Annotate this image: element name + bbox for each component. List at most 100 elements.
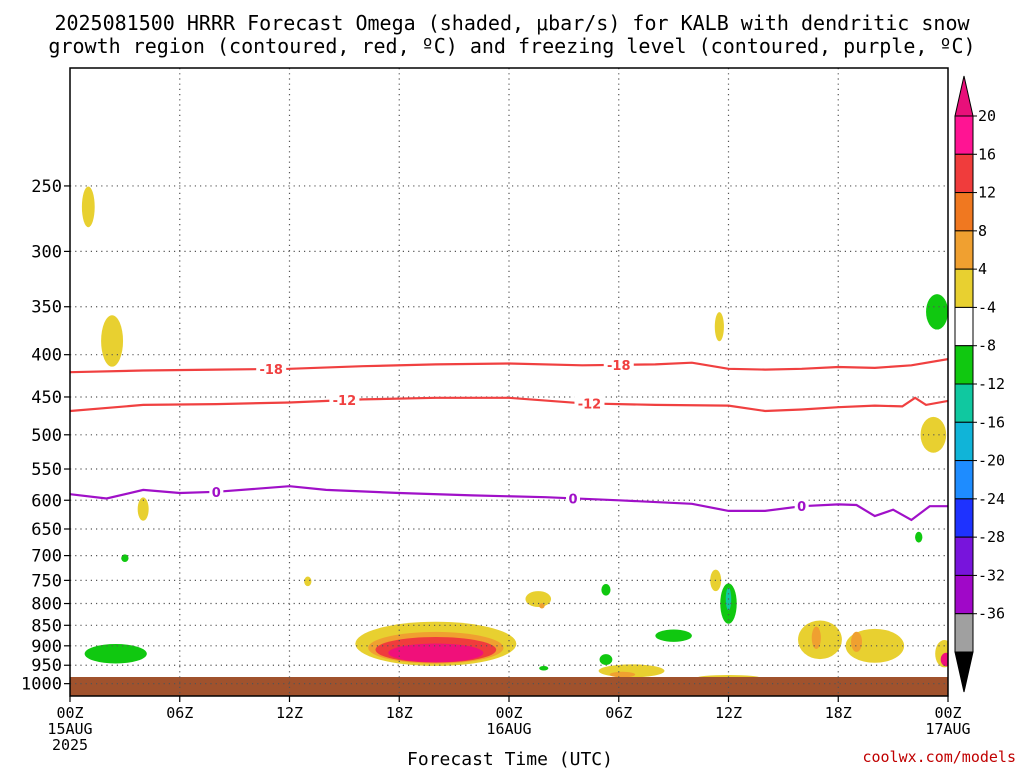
x-tick-date-label: 15AUG	[47, 720, 92, 738]
colorbar-segment	[954, 574, 974, 615]
y-tick-label: 850	[31, 616, 62, 636]
x-tick-year-label: 2025	[52, 736, 88, 754]
colorbar-segment	[954, 498, 974, 538]
colorbar-segment	[954, 153, 974, 194]
y-tick-label: 550	[31, 460, 62, 480]
contour-label: 0	[212, 486, 221, 501]
colorbar-label: 4	[978, 260, 987, 278]
omega-region	[655, 629, 692, 642]
x-tick-label: 06Z	[166, 704, 193, 722]
omega-region	[539, 603, 545, 609]
x-tick-label: 00Z	[495, 704, 522, 722]
omega-region	[388, 643, 484, 663]
colorbar-segment	[954, 306, 974, 347]
omega-region	[101, 315, 124, 367]
contour-label: -12	[333, 394, 357, 409]
colorbar-segment	[954, 115, 974, 155]
contour-label: 0	[568, 492, 577, 507]
x-axis-label: Forecast Time (UTC)	[407, 749, 613, 768]
y-tick-label: 350	[31, 298, 62, 318]
contour-line	[70, 485, 948, 522]
omega-region	[525, 591, 552, 607]
y-tick-label: 900	[31, 637, 62, 657]
x-tick-label: 18Z	[386, 704, 413, 722]
contour-label-bg	[603, 356, 634, 373]
x-tick-label: 00Z	[934, 704, 961, 722]
omega-region	[81, 186, 95, 228]
colorbar-segment	[954, 268, 974, 308]
contour-label-bg	[794, 498, 809, 515]
colorbar-segment	[954, 383, 974, 423]
x-tick-label: 06Z	[605, 704, 632, 722]
colorbar-label: -24	[978, 490, 1005, 508]
grid	[70, 68, 948, 696]
x-tick-date-label: 17AUG	[925, 720, 970, 738]
colorbar-segment	[954, 460, 974, 500]
contour-label-bg	[574, 395, 605, 412]
temperature-contours: -18 -18 -12 -12 0 0 0	[70, 356, 948, 522]
colorbar-segment	[954, 345, 974, 385]
colorbar-label: -36	[978, 605, 1005, 623]
chart-title-line2: growth region (contoured, red, ºC) and f…	[48, 34, 975, 58]
y-tick-label: 300	[31, 242, 62, 262]
omega-region	[121, 554, 129, 562]
contour-label: -18	[259, 363, 283, 378]
y-tick-label: 800	[31, 595, 62, 615]
y-tick-label: 400	[31, 346, 62, 366]
omega-region	[601, 583, 611, 596]
contour-label: -18	[607, 359, 631, 374]
omega-region	[714, 312, 724, 342]
y-tick-label: 700	[31, 547, 62, 567]
colorbar-label: -28	[978, 528, 1005, 546]
y-tick-label: 450	[31, 388, 62, 408]
colorbar-segment	[954, 230, 974, 270]
omega-region	[940, 652, 948, 667]
colorbar-label: 16	[978, 145, 996, 163]
contour-label: 0	[797, 500, 806, 515]
y-tick-label: 950	[31, 656, 62, 676]
colorbar-segment	[954, 536, 974, 576]
colorbar-label: -8	[978, 337, 996, 355]
contour-label-bg	[566, 490, 581, 507]
colorbar-label: 12	[978, 184, 996, 202]
x-tick-label: 18Z	[825, 704, 852, 722]
colorbar-label: -4	[978, 298, 996, 316]
chart-title-line1: 2025081500 HRRR Forecast Omega (shaded, …	[54, 11, 970, 35]
colorbar-label: -20	[978, 452, 1005, 470]
colorbar-label: 8	[978, 222, 987, 240]
y-tick-label: 650	[31, 520, 62, 540]
x-tick-label: 12Z	[276, 704, 303, 722]
y-tick-label: 250	[31, 177, 62, 197]
y-tick-label: 600	[31, 491, 62, 511]
colorbar-label: -32	[978, 566, 1005, 584]
y-axis: 2503003504004505005506006507007508008509…	[21, 177, 70, 695]
omega-region	[539, 665, 549, 671]
contour-label-bg	[209, 483, 224, 500]
y-tick-label: 1000	[21, 675, 62, 695]
omega-region	[137, 497, 149, 521]
x-tick-date-label: 16AUG	[486, 720, 531, 738]
x-tick-label: 12Z	[715, 704, 742, 722]
colorbar-top-arrow	[954, 75, 974, 117]
x-tick-label: 00Z	[56, 704, 83, 722]
omega-region	[851, 631, 863, 652]
contour-label-bg	[329, 392, 360, 409]
contour-label: -12	[578, 397, 602, 412]
omega-region	[599, 654, 613, 665]
contour-label-bg	[256, 360, 287, 377]
colorbar-label: -12	[978, 375, 1005, 393]
omega-region	[84, 643, 147, 664]
contour-line	[70, 396, 948, 413]
omega-region	[304, 576, 312, 587]
colorbar-label: 20	[978, 107, 996, 125]
credit-text: coolwx.com/models	[862, 748, 1016, 766]
omega-region	[926, 294, 948, 330]
colorbar-segment	[954, 192, 974, 232]
omega-region	[609, 671, 636, 678]
y-tick-label: 750	[31, 571, 62, 591]
y-tick-label: 500	[31, 426, 62, 446]
colorbar-bottom-arrow	[954, 651, 974, 693]
omega-region	[811, 626, 821, 649]
